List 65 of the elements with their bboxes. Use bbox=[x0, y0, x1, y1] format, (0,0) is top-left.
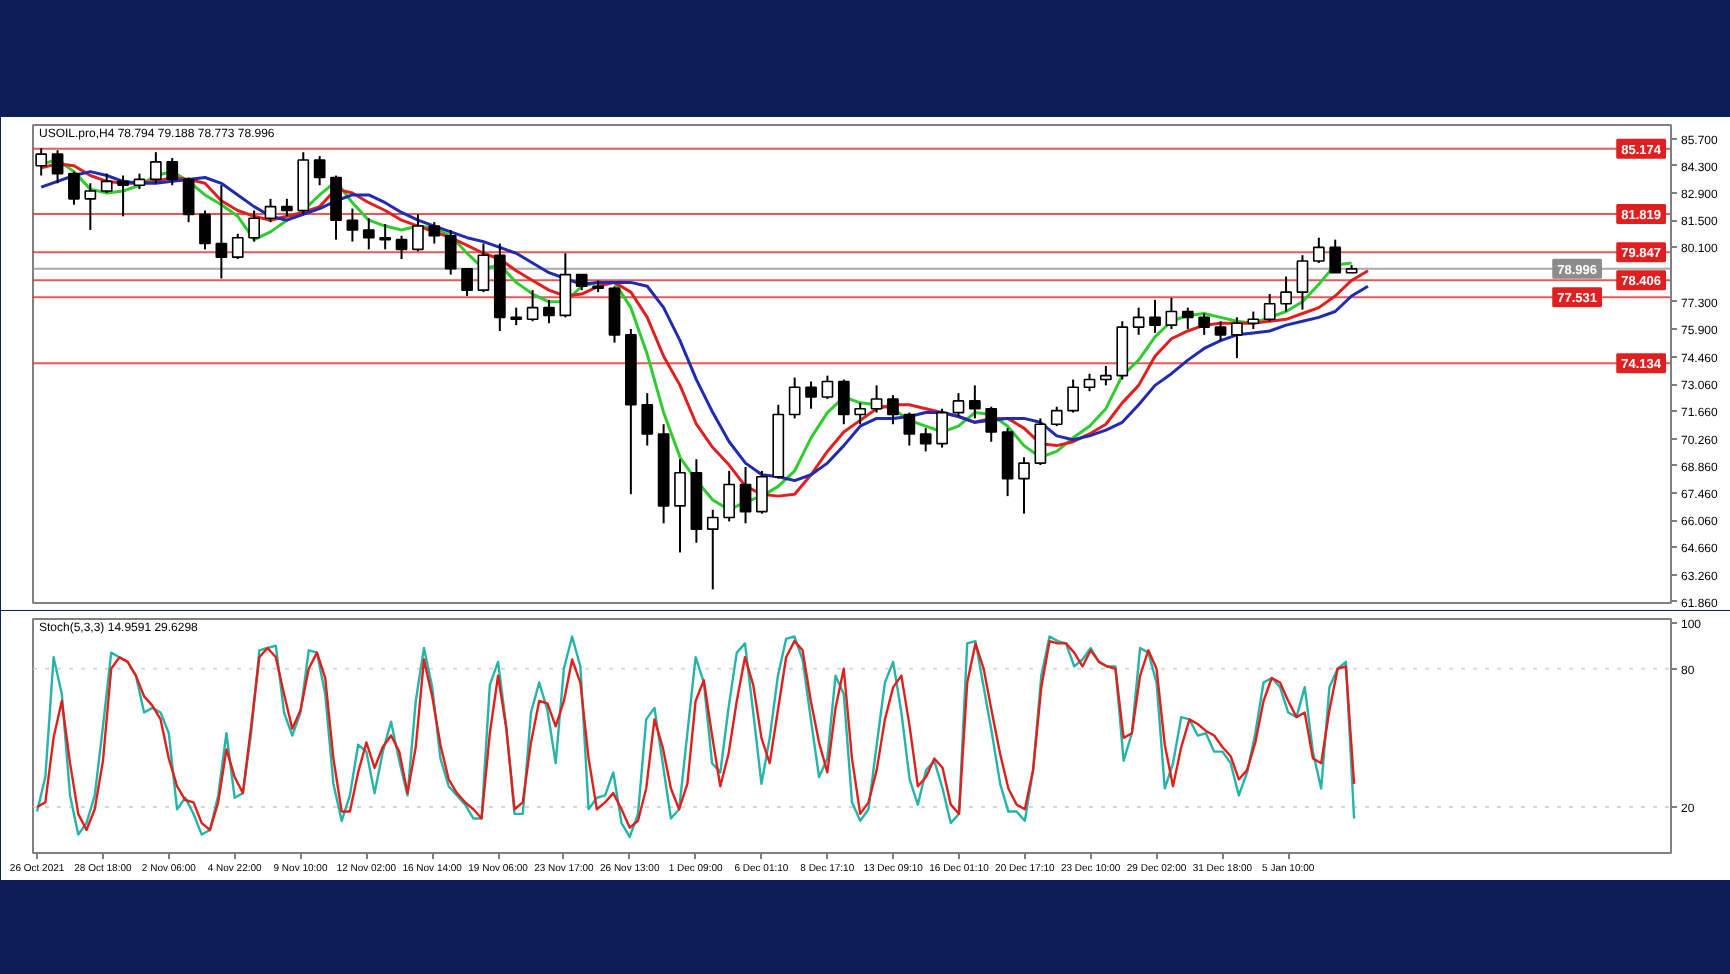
candlestick bbox=[1181, 306, 1194, 331]
candlestick bbox=[1001, 427, 1014, 498]
candlestick bbox=[559, 252, 572, 319]
candlestick bbox=[248, 209, 261, 243]
candlestick bbox=[346, 207, 359, 243]
candlestick bbox=[1132, 306, 1145, 336]
candlestick bbox=[412, 213, 424, 253]
candlestick bbox=[1296, 254, 1309, 311]
candlestick bbox=[968, 384, 981, 420]
candlestick bbox=[903, 411, 916, 447]
candlestick bbox=[1231, 316, 1243, 360]
candlestick bbox=[1263, 293, 1276, 323]
candlestick bbox=[821, 374, 834, 400]
candlestick bbox=[199, 209, 211, 251]
candlestick bbox=[608, 285, 621, 344]
candlestick bbox=[805, 380, 817, 410]
candlestick bbox=[51, 149, 64, 185]
candlestick bbox=[1312, 236, 1325, 264]
candlestick bbox=[919, 427, 932, 453]
candlestick bbox=[1214, 320, 1227, 342]
candlestick bbox=[1050, 405, 1063, 428]
candlestick bbox=[428, 221, 441, 245]
candlestick bbox=[68, 170, 80, 206]
candlestick bbox=[1067, 378, 1080, 414]
candlestick bbox=[1100, 364, 1112, 387]
candlestick bbox=[837, 378, 850, 426]
candlestick bbox=[543, 298, 555, 325]
candlestick bbox=[362, 217, 375, 251]
candlestick bbox=[1018, 456, 1030, 515]
candlestick bbox=[477, 242, 490, 294]
candlestick bbox=[182, 176, 195, 224]
candlestick bbox=[84, 182, 97, 231]
candlestick bbox=[395, 234, 408, 261]
candlestick bbox=[330, 174, 342, 241]
candlestick bbox=[739, 465, 752, 525]
candlestick bbox=[756, 469, 768, 515]
candlestick bbox=[1198, 312, 1211, 336]
candlestick bbox=[313, 155, 326, 187]
candlestick bbox=[1329, 238, 1342, 274]
candlestick bbox=[1280, 275, 1292, 313]
candlestick bbox=[1165, 296, 1178, 331]
candlestick bbox=[1149, 298, 1161, 334]
candlestick bbox=[1034, 417, 1047, 467]
candlestick bbox=[723, 469, 736, 523]
candlestick bbox=[936, 407, 948, 449]
candlestick bbox=[117, 174, 129, 218]
candlestick bbox=[854, 401, 867, 426]
candlestick bbox=[100, 172, 113, 195]
candlestick bbox=[215, 184, 228, 280]
candlestick bbox=[379, 223, 392, 251]
candlestick bbox=[887, 394, 899, 426]
candlestick bbox=[870, 384, 883, 414]
candlestick bbox=[788, 376, 801, 420]
candlestick bbox=[641, 392, 654, 447]
candlestick bbox=[526, 289, 539, 323]
candlestick bbox=[231, 232, 244, 261]
candlestick bbox=[166, 157, 179, 187]
candlestick bbox=[985, 405, 998, 443]
candlestick bbox=[674, 458, 686, 554]
candlestick bbox=[264, 197, 277, 224]
candlestick bbox=[952, 392, 965, 418]
candlestick bbox=[149, 151, 162, 185]
candlestick bbox=[461, 267, 473, 297]
candlestick bbox=[706, 508, 719, 591]
candlestick bbox=[444, 228, 457, 276]
